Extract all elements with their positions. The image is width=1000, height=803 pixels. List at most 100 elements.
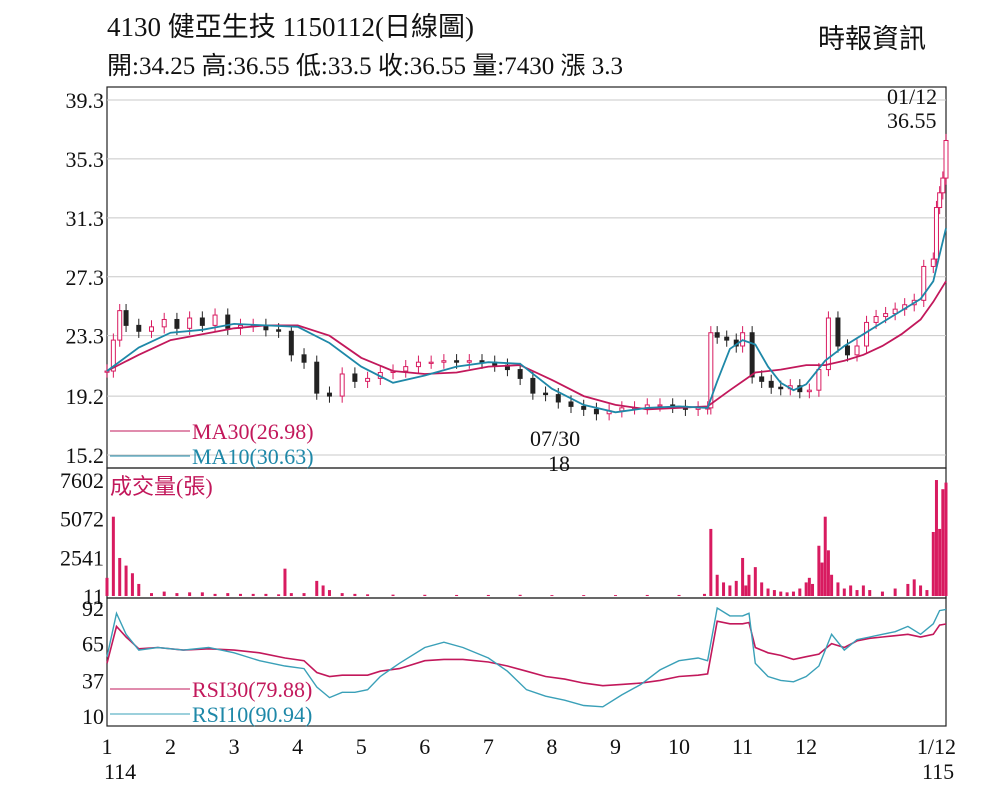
volume-bar — [289, 593, 293, 596]
candle-body — [479, 360, 485, 363]
volume-bar — [941, 489, 945, 596]
candle-body — [708, 332, 714, 409]
volume-bar — [893, 588, 897, 596]
x-tick-label: 1/12 — [917, 734, 956, 759]
candle-body — [825, 317, 831, 371]
rsi-y-tick: 92 — [82, 596, 104, 621]
volume-bar — [728, 585, 732, 596]
candle-body — [937, 192, 943, 209]
ma30-legend: MA30(26.98) — [192, 419, 314, 444]
volume-bar — [582, 595, 586, 596]
volume-bar — [283, 568, 287, 596]
high-value-annotation: 36.55 — [887, 108, 937, 133]
volume-bar — [779, 591, 783, 596]
volume-bar — [340, 593, 344, 596]
volume-y-tick: 5072 — [60, 507, 104, 532]
volume-bar — [934, 480, 938, 596]
x-tick-label: 2 — [165, 734, 176, 759]
year-left: 114 — [104, 759, 136, 784]
candle-body — [148, 326, 154, 332]
candle-body — [759, 376, 765, 382]
volume-bar — [226, 593, 230, 596]
x-tick-label: 8 — [546, 734, 557, 759]
x-tick-label: 6 — [419, 734, 430, 759]
rsi-y-tick: 37 — [82, 668, 104, 693]
volume-bar — [302, 593, 306, 596]
candle-body — [930, 258, 936, 267]
volume-plot — [105, 480, 948, 596]
volume-bar — [455, 594, 459, 596]
volume-bar — [820, 562, 824, 596]
volume-bar — [366, 594, 370, 596]
rsi30-line — [106, 620, 947, 687]
x-tick-label: 4 — [292, 734, 303, 759]
volume-bar — [137, 583, 141, 596]
volume-bar — [861, 585, 865, 596]
candle-body — [816, 369, 822, 391]
candle-body — [276, 329, 282, 332]
volume-bar — [811, 583, 815, 596]
gridlines — [107, 99, 946, 456]
low-value-annotation: 18 — [548, 451, 570, 476]
volume-bar — [823, 516, 827, 596]
volume-bar — [880, 591, 884, 596]
volume-bar — [836, 582, 840, 596]
volume-bar — [798, 588, 802, 596]
source-label: 時報資訊 — [818, 24, 926, 54]
candle-body — [415, 361, 421, 368]
x-tick-label: 12 — [795, 734, 817, 759]
candle-body — [806, 389, 812, 393]
rsi-y-tick: 10 — [82, 704, 104, 729]
x-tick-label: 5 — [356, 734, 367, 759]
candle-body — [854, 345, 860, 356]
volume-bar — [747, 574, 751, 596]
volume-bar — [715, 574, 719, 596]
volume-bar — [105, 577, 109, 596]
x-tick-label: 7 — [483, 734, 494, 759]
volume-bar — [830, 574, 834, 596]
rsi10-line — [106, 606, 947, 708]
x-tick-label: 3 — [229, 734, 240, 759]
rsi10-legend: RSI10(90.94) — [192, 702, 312, 727]
candle-body — [778, 386, 784, 390]
volume-bar — [912, 579, 916, 596]
price-y-tick: 39.3 — [66, 88, 105, 113]
candle-body — [568, 401, 574, 407]
candle-body — [187, 317, 193, 329]
volume-bar — [677, 594, 681, 596]
volume-bar — [200, 592, 204, 596]
volume-bar — [213, 593, 217, 596]
price-y-tick: 15.2 — [66, 443, 105, 468]
candle-body — [517, 369, 523, 379]
x-tick-labels: 1 2 3 4 5 6 7 8 9 10 11 12 1/12 — [102, 734, 957, 759]
volume-bar — [353, 593, 357, 596]
volume-bar — [645, 594, 649, 596]
volume-bar — [722, 582, 726, 596]
volume-bar — [766, 588, 770, 596]
volume-bar — [277, 594, 281, 596]
candle-body — [339, 373, 345, 397]
rsi-plot — [106, 606, 947, 708]
volume-bar — [842, 588, 846, 596]
volume-title: 成交量(張) — [110, 474, 213, 499]
volume-bar — [734, 580, 738, 596]
candle-body — [555, 394, 561, 403]
candle-body — [593, 408, 599, 415]
volume-y-tick: 11 — [83, 584, 104, 609]
price-y-tick: 27.3 — [66, 265, 105, 290]
chart-title: 4130 健亞生技 1150112(日線圖) — [107, 12, 474, 42]
volume-bar — [817, 545, 821, 596]
candle-body — [466, 360, 472, 363]
volume-bar — [391, 594, 395, 596]
candle-body — [326, 392, 332, 397]
candle-body — [933, 207, 939, 260]
volume-bar — [486, 594, 490, 596]
x-tick-label: 1 — [102, 734, 113, 759]
volume-bar — [327, 590, 331, 596]
volume-bar — [702, 593, 706, 596]
candle-body — [161, 318, 167, 328]
ohlc-summary: 開:34.25 高:36.55 低:33.5 收:36.55 量:7430 漲 … — [107, 52, 623, 80]
volume-bar — [188, 592, 192, 596]
candle-body — [136, 324, 142, 332]
